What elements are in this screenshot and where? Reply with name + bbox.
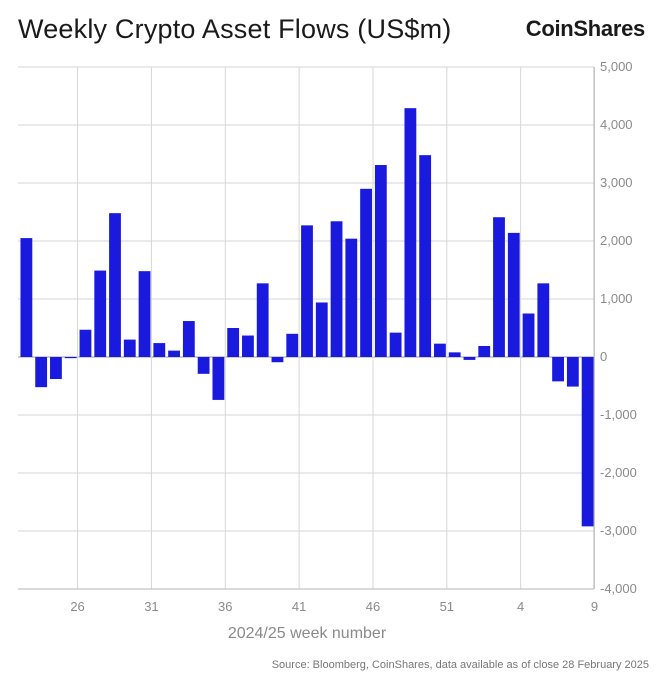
y-tick-label: 2,000 [600, 233, 633, 248]
bar-week-44 [330, 221, 343, 357]
y-tick-label: 5,000 [600, 59, 633, 74]
y-tick-label: -1,000 [600, 407, 637, 422]
bar-week-33 [168, 350, 180, 357]
source-note: Source: Bloomberg, CoinShares, data avai… [271, 659, 649, 671]
bar-week-9 [581, 357, 594, 527]
bar-week-48 [389, 332, 402, 357]
x-tick-label: 41 [292, 599, 306, 614]
bar-week-47 [374, 165, 387, 357]
bar-week-7 [552, 357, 564, 382]
bar-week-49 [404, 108, 417, 358]
x-tick-label: 9 [591, 599, 598, 614]
bar-week-5 [522, 313, 535, 357]
x-axis-label: 2024/25 week number [228, 625, 387, 642]
bar-week-31 [138, 271, 151, 357]
bar-week-34 [182, 321, 195, 357]
bar-week-4 [507, 232, 520, 357]
y-tick-label: 4,000 [600, 117, 633, 132]
y-tick-label: -4,000 [600, 581, 637, 596]
bar-week-35 [197, 357, 210, 374]
bar-week-1 [463, 357, 476, 360]
x-tick-label: 26 [70, 599, 84, 614]
bar-week-46 [360, 188, 372, 357]
bar-week-36 [212, 357, 225, 400]
bar-week-28 [94, 270, 107, 357]
x-tick-label: 36 [218, 599, 232, 614]
bar-week-24 [35, 357, 48, 388]
bars [20, 108, 594, 527]
bar-week-39 [256, 283, 269, 357]
brand-logo: CoinShares [525, 16, 646, 41]
bar-week-29 [109, 213, 121, 357]
x-tick-label: 31 [144, 599, 158, 614]
bar-week-23 [20, 238, 33, 357]
bar-week-50 [419, 155, 432, 357]
y-tick-label: 3,000 [600, 175, 633, 190]
x-axis-ticks: 26 31 36 41 46 51 4 9 [70, 599, 598, 614]
y-tick-label: 1,000 [600, 291, 633, 306]
bar-week-6 [537, 283, 550, 357]
bar-week-30 [123, 339, 136, 357]
bar-week-43 [315, 302, 328, 357]
bar-week-37 [227, 328, 240, 357]
bar-week-8 [566, 357, 579, 387]
chart-title: Weekly Crypto Asset Flows (US$m) [18, 14, 452, 44]
bar-week-26 [64, 357, 77, 359]
x-tick-label: 51 [440, 599, 454, 614]
bar-week-52 [448, 352, 461, 357]
y-axis-ticks: 5,000 4,000 3,000 2,000 1,000 0 -1,000 -2,000 -3… [600, 59, 637, 596]
y-tick-label: -2,000 [600, 465, 637, 480]
bar-week-51 [434, 343, 446, 357]
bar-week-45 [345, 238, 358, 357]
bar-week-27 [79, 329, 92, 357]
bar-week-41 [286, 333, 299, 357]
x-tick-label: 46 [366, 599, 380, 614]
bar-week-40 [271, 357, 284, 363]
y-tick-label: -3,000 [600, 523, 637, 538]
y-tick-label: 0 [600, 349, 607, 364]
bar-week-38 [242, 335, 254, 357]
bar-week-25 [50, 357, 62, 380]
x-tick-label: 4 [517, 599, 524, 614]
bar-week-42 [301, 225, 313, 357]
bar-week-3 [493, 217, 505, 357]
bar-week-32 [153, 343, 166, 357]
bar-week-2 [478, 345, 491, 357]
